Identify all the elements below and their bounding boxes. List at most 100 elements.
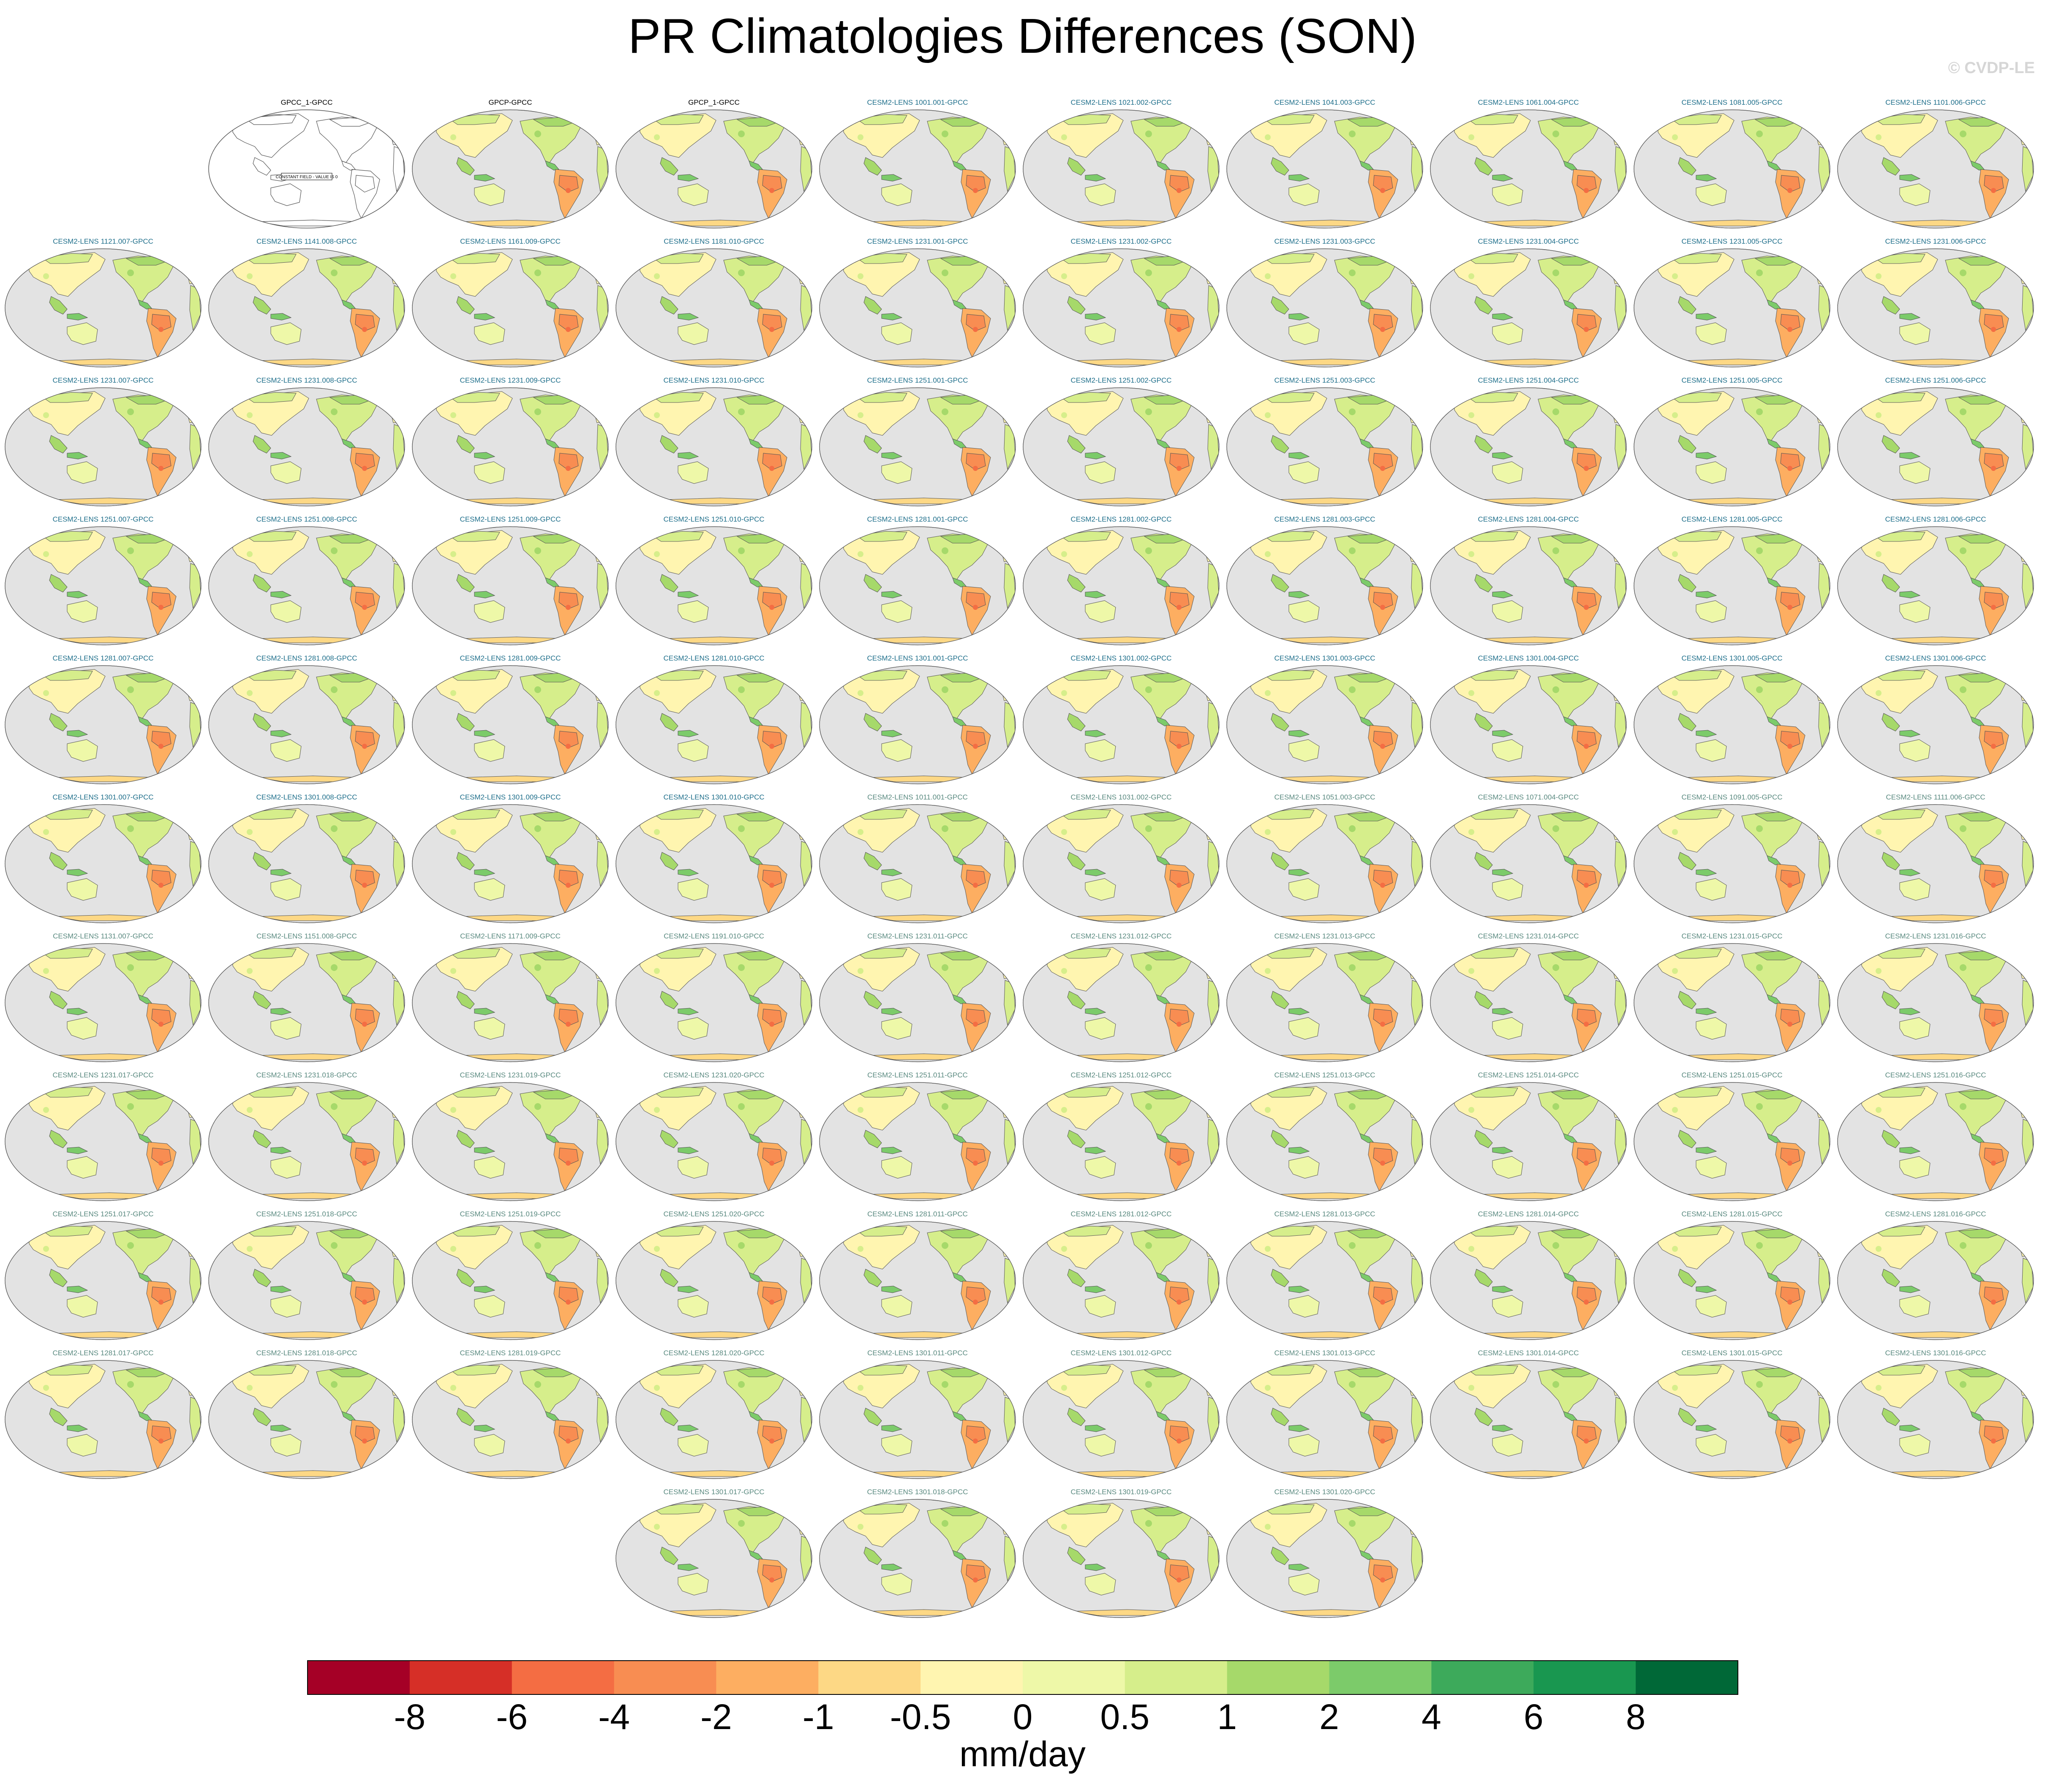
- southeast-asia-land: [1067, 1547, 1086, 1565]
- asia-land: [1454, 947, 1531, 992]
- southeast-asia-land: [456, 296, 475, 315]
- anomaly-spot: [450, 690, 456, 696]
- map-globe: [1837, 1082, 2034, 1201]
- anomaly-spot: [1176, 883, 1182, 888]
- anomaly-spot: [1991, 327, 1996, 332]
- asia-land: [1047, 530, 1124, 575]
- anomaly-spot: [566, 1161, 571, 1166]
- map-panel: CESM2-LENS 1281.018-GPCC: [207, 1349, 406, 1481]
- anomaly-spot: [973, 1577, 978, 1583]
- map-outline: [1837, 1082, 2034, 1201]
- australia-land: [678, 1017, 709, 1040]
- map-panel: CESM2-LENS 1041.003-GPCC: [1225, 98, 1424, 230]
- map-panel-title: CESM2-LENS 1251.009-GPCC: [460, 515, 561, 523]
- map-panel-title: CESM2-LENS 1251.007-GPCC: [52, 515, 154, 523]
- amazon-core-land: [355, 453, 375, 470]
- map-globe: [1837, 1360, 2034, 1479]
- southeast-asia-land: [49, 1269, 68, 1287]
- asia-land: [29, 530, 106, 575]
- map-panel: CESM2-LENS 1061.004-GPCC: [1429, 98, 1628, 230]
- map-panel: CESM2-LENS 1251.002-GPCC: [1022, 376, 1220, 508]
- map-globe: [1634, 665, 1830, 784]
- map-panel: CESM2-LENS 1011.001-GPCC: [818, 793, 1017, 925]
- map-panel-title: CESM2-LENS 1251.020-GPCC: [663, 1210, 765, 1218]
- map-globe: [819, 1360, 1016, 1479]
- map-globe: [412, 109, 609, 228]
- map-panel-title: CESM2-LENS 1281.007-GPCC: [52, 654, 154, 662]
- map-panel: GPCP_1-GPCC: [615, 98, 813, 230]
- maritime-islands-land: [1492, 452, 1514, 460]
- asia-land: [436, 1225, 513, 1270]
- asia-land: [1250, 1225, 1327, 1270]
- southeast-asia-land: [1882, 435, 1900, 454]
- map-panel-title: CESM2-LENS 1101.006-GPCC: [1885, 98, 1986, 106]
- asia-land: [843, 391, 920, 436]
- asia-land: [232, 252, 309, 297]
- map-panel-title: CESM2-LENS 1281.005-GPCC: [1681, 515, 1783, 523]
- anomaly-spot: [1349, 1103, 1356, 1110]
- colorbar-swatch: [308, 1661, 410, 1694]
- anomaly-spot: [1176, 1300, 1182, 1305]
- amazon-core-land: [1169, 1009, 1190, 1026]
- asia-land: [640, 530, 716, 575]
- map-panel: CESM2-LENS 1231.010-GPCC: [615, 376, 813, 508]
- anomaly-spot: [450, 412, 456, 418]
- anomaly-spot: [127, 547, 134, 554]
- anomaly-spot: [1584, 466, 1589, 471]
- australia-land: [1696, 461, 1727, 484]
- maritime-islands-land: [1288, 591, 1310, 598]
- map-outline: [1226, 1499, 1423, 1618]
- map-outline: [1837, 526, 2034, 645]
- map-globe: CONSTANT FIELD - VALUE IS 0: [208, 109, 405, 228]
- amazon-core-land: [1577, 314, 1597, 332]
- southeast-asia-land: [1882, 296, 1900, 315]
- asia-land: [1658, 113, 1735, 158]
- map-outline: [1430, 943, 1627, 1062]
- map-panel-title: CESM2-LENS 1081.005-GPCC: [1681, 98, 1783, 106]
- map-globe: [412, 387, 609, 506]
- anomaly-spot: [534, 964, 541, 971]
- map-panel: CESM2-LENS 1301.005-GPCC: [1633, 654, 1831, 786]
- anomaly-spot: [1265, 551, 1271, 557]
- map-globe: [615, 1221, 812, 1340]
- amazon-core-land: [151, 1425, 172, 1443]
- maritime-islands-land: [474, 452, 496, 460]
- anomaly-spot: [158, 744, 163, 749]
- map-panel-grid: GPCC_1-GPCC CONSTANT FIELD - VALUE IS 0 GP…: [5, 98, 2034, 1618]
- colorbar-swatch: [1329, 1661, 1432, 1694]
- maritime-islands-land: [881, 1564, 903, 1571]
- australia-land: [1492, 322, 1523, 345]
- anomaly-spot: [127, 686, 134, 693]
- map-panel-title: CESM2-LENS 1301.009-GPCC: [460, 793, 561, 801]
- map-outline: [1634, 1360, 1830, 1479]
- australia-land: [1492, 183, 1523, 206]
- anomaly-spot: [1787, 327, 1792, 332]
- map-panel: CESM2-LENS 1251.018-GPCC: [207, 1210, 406, 1342]
- southeast-asia-land: [253, 1269, 271, 1287]
- anomaly-spot: [738, 131, 745, 137]
- amazon-core-land: [1169, 175, 1190, 193]
- australia-land: [1085, 183, 1116, 206]
- amazon-core-land: [1984, 1148, 2004, 1165]
- anomaly-spot: [1584, 1300, 1589, 1305]
- anomaly-spot: [247, 690, 253, 696]
- anomaly-spot: [158, 883, 163, 888]
- asia-land: [1658, 1225, 1735, 1270]
- map-globe: [1430, 804, 1627, 923]
- anomaly-spot: [1145, 131, 1152, 137]
- maritime-islands-land: [881, 1008, 903, 1015]
- map-panel-title: CESM2-LENS 1301.017-GPCC: [663, 1488, 765, 1496]
- map-globe: [412, 1221, 609, 1340]
- anomaly-spot: [1380, 744, 1385, 749]
- maritime-islands-land: [474, 1147, 496, 1154]
- map-panel-title: CESM2-LENS 1251.016-GPCC: [1885, 1071, 1986, 1079]
- anomaly-spot: [1876, 134, 1882, 140]
- anomaly-spot: [1672, 690, 1678, 696]
- amazon-core-land: [558, 870, 579, 887]
- anomaly-spot: [362, 327, 367, 332]
- anomaly-spot: [973, 1161, 978, 1166]
- australia-land: [1288, 183, 1320, 206]
- anomaly-spot: [566, 327, 571, 332]
- amazon-core-land: [355, 1286, 375, 1304]
- anomaly-spot: [1756, 825, 1763, 832]
